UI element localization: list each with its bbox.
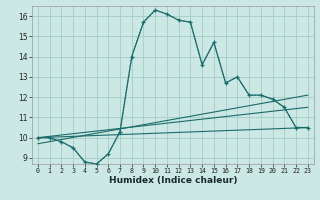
- X-axis label: Humidex (Indice chaleur): Humidex (Indice chaleur): [108, 176, 237, 185]
